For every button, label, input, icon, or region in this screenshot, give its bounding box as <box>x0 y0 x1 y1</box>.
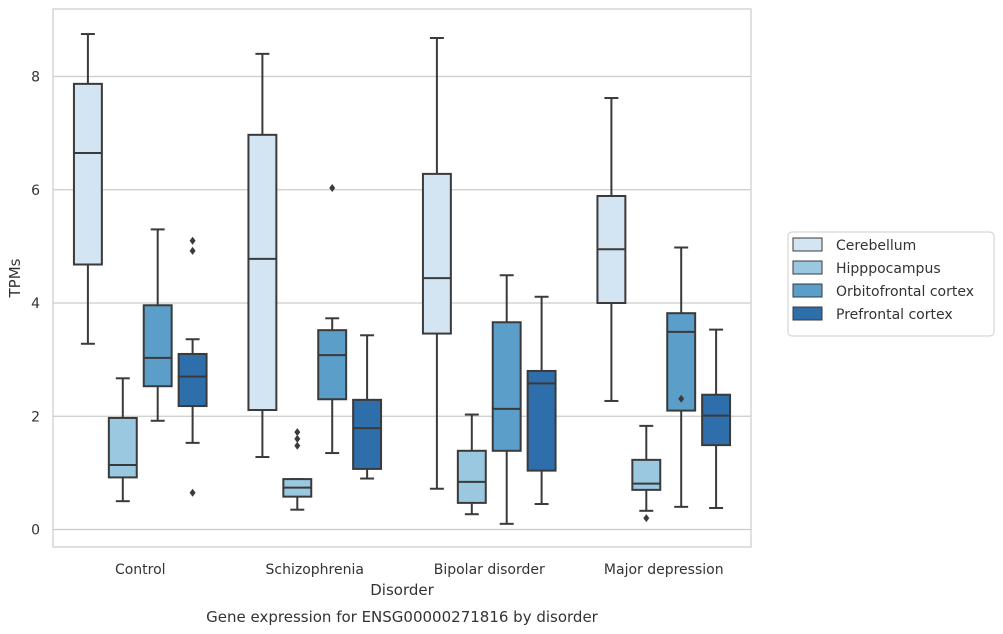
legend-swatch-1 <box>792 260 823 275</box>
outlier-point <box>643 514 650 523</box>
outlier-point <box>294 434 301 443</box>
box-body <box>247 133 278 412</box>
box-3-3 <box>701 328 732 509</box>
legend-label-1: Hipppocampus <box>836 261 941 277</box>
outlier-point <box>294 441 301 450</box>
legend-swatch-0 <box>792 237 823 252</box>
legend-label-3: Prefrontal cortex <box>836 307 953 323</box>
legend: Cerebellum Hipppocampus Orbitofrontal cort… <box>787 231 995 337</box>
y-tick-label-4: 4 <box>31 296 40 312</box>
box-body <box>142 304 173 388</box>
box-body <box>666 312 697 412</box>
box-1-2 <box>317 184 348 455</box>
y-tick-labels: 0 2 4 6 8 <box>31 70 40 539</box>
x-tick-labels: Control Schizophrenia Bipolar disorder Majo… <box>115 562 724 578</box>
x-tick-label-2: Bipolar disorder <box>434 562 545 578</box>
box-body <box>177 352 208 408</box>
legend-label-0: Cerebellum <box>836 238 916 254</box>
outlier-point <box>294 428 301 437</box>
box-body <box>421 172 452 335</box>
box-body <box>107 416 138 479</box>
x-tick-label-3: Major depression <box>604 562 724 578</box>
box-body <box>72 82 103 266</box>
box-body <box>456 449 487 504</box>
outlier-point <box>189 246 196 255</box>
outlier-point <box>189 236 196 245</box>
box-0-3 <box>177 236 208 497</box>
x-axis-title: Disorder <box>370 581 434 599</box>
grid-layer <box>53 75 751 531</box>
box-1-1 <box>282 428 313 511</box>
box-2-3 <box>526 295 557 506</box>
chart-caption: Gene expression for ENSG00000271816 by d… <box>206 608 599 626</box>
box-3-2 <box>666 246 697 508</box>
legend-swatch-3 <box>792 306 823 321</box>
outlier-point <box>189 488 196 497</box>
legend-label-2: Orbitofrontal cortex <box>836 284 974 300</box>
y-tick-label-0: 0 <box>31 523 40 539</box>
legend-swatch-2 <box>792 283 823 298</box>
box-body <box>526 369 557 472</box>
box-body <box>491 321 522 452</box>
box-body <box>701 393 732 447</box>
box-1-3 <box>352 334 383 480</box>
box-body <box>352 398 383 470</box>
box-1-0 <box>247 52 278 459</box>
box-3-0 <box>596 97 627 402</box>
y-tick-label-2: 2 <box>31 409 40 425</box>
legend-frame <box>787 231 995 337</box>
box-3-1 <box>631 424 662 523</box>
box-2-2 <box>491 274 522 525</box>
x-tick-label-0: Control <box>115 562 166 578</box>
box-body <box>317 329 348 401</box>
boxes-layer <box>72 33 732 525</box>
y-tick-label-8: 8 <box>31 70 40 86</box>
x-tick-label-1: Schizophrenia <box>266 562 364 578</box>
box-body <box>631 458 662 491</box>
box-0-0 <box>72 33 103 345</box>
box-0-2 <box>142 228 173 422</box>
outlier-point <box>329 184 336 193</box>
box-2-1 <box>456 413 487 516</box>
y-tick-label-6: 6 <box>31 183 40 199</box>
y-axis-title: TPMs <box>6 258 24 298</box>
outlier-point <box>678 394 685 403</box>
box-2-0 <box>421 36 452 490</box>
plot-frame <box>52 8 752 548</box>
box-0-1 <box>107 377 138 503</box>
